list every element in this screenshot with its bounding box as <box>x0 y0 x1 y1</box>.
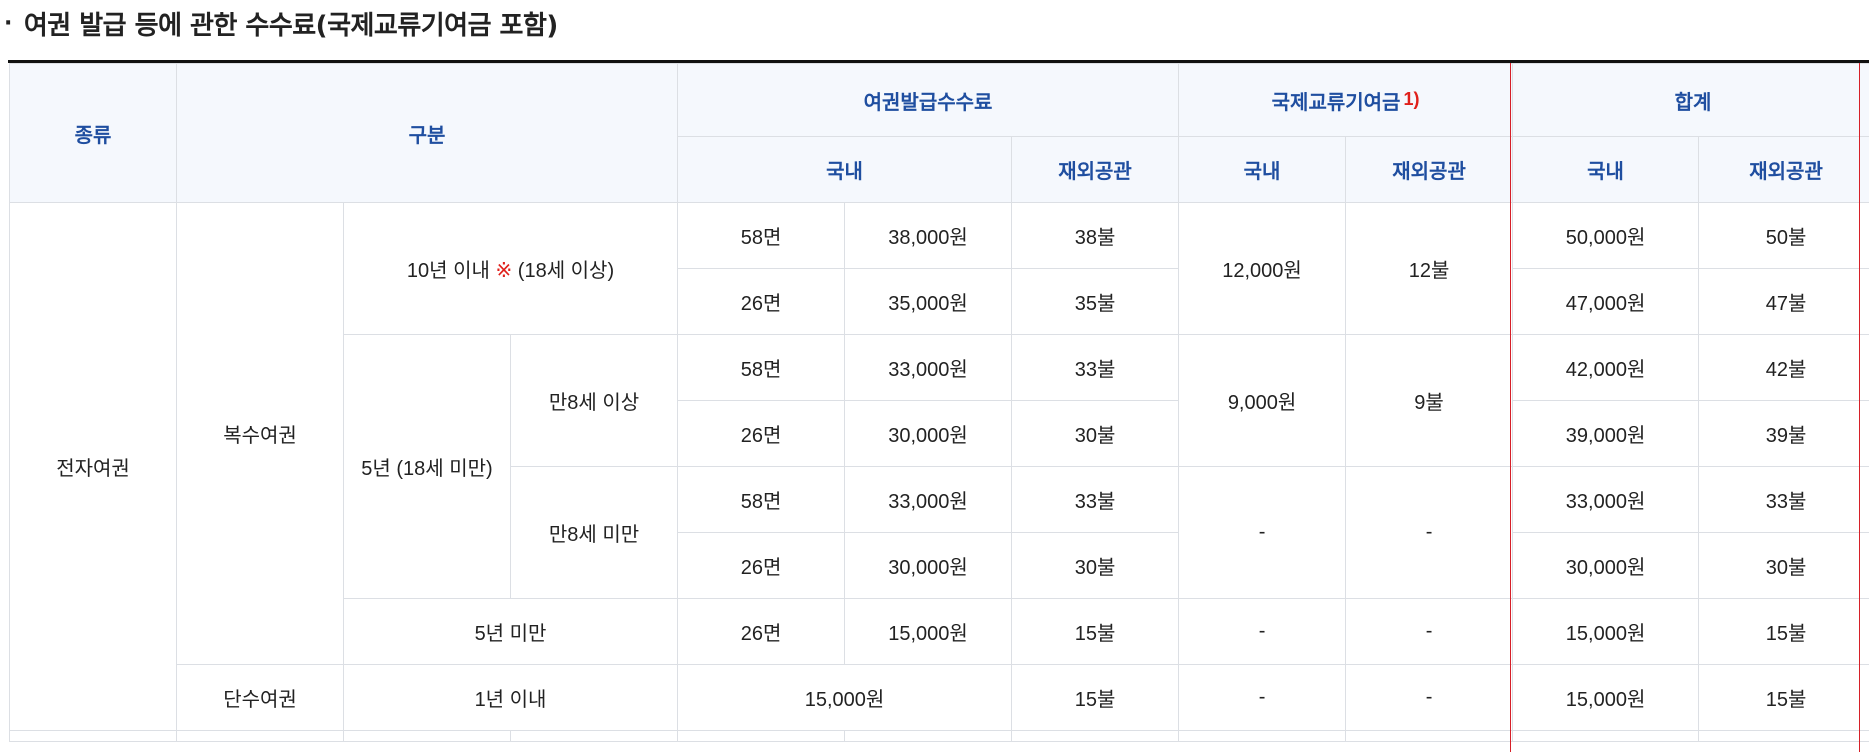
header-type: 종류 <box>9 63 177 203</box>
cell-fee-overseas: 33불 <box>1011 466 1180 533</box>
cell-contrib-domestic: 12,000원 <box>1178 202 1347 335</box>
cell-electronic-passport: 전자여권 <box>9 202 177 731</box>
cell-age8-under: 만8세 미만 <box>509 466 679 599</box>
cell-total-domestic: 50,000원 <box>1512 202 1700 269</box>
header-issuance-fee: 여권발급수수료 <box>677 63 1180 137</box>
table-row: 전자여권 복수여권 10년 이내 ※ (18세 이상) 58면 38,000원 … <box>9 202 1869 731</box>
cell-pages: 26면 <box>677 400 846 467</box>
ten-year-age: (18세 이상) <box>517 260 615 282</box>
section-title-text: 여권 발급 등에 관한 수수료(국제교류기여금 포함) <box>23 10 558 41</box>
cell-fee-domestic: 30,000원 <box>844 400 1013 467</box>
table-row: 5년 미만 26면 15,000원 15불 - - 15,000원 15불 <box>10 598 1869 665</box>
cell-empty <box>677 730 846 742</box>
cell-pages: 58면 <box>677 466 846 533</box>
section-title: · 여권 발급 등에 관한 수수료(국제교류기여금 포함) <box>4 4 558 42</box>
header-total: 합계 <box>1512 63 1869 137</box>
header-total-overseas: 재외공관 <box>1698 136 1869 203</box>
passport-fee-table: 종류 구분 여권발급수수료 국제교류기여금 1) 합계 국내 재외공관 국내 재외… <box>9 63 1869 742</box>
table-row: 만8세 미만 58면 33,000원 33불 - - 33,000원 33불 <box>10 466 1869 599</box>
cell-fee-domestic: 33,000원 <box>844 466 1013 533</box>
cell-total-overseas: 39불 <box>1698 400 1869 467</box>
cell-total-overseas: 15불 <box>1698 664 1869 731</box>
cell-contrib-domestic: - <box>1178 466 1347 599</box>
cell-fee-overseas: 35불 <box>1011 268 1180 335</box>
cell-ten-year: 10년 이내 ※ (18세 이상) <box>342 202 679 335</box>
header-contrib-overseas: 재외공관 <box>1345 136 1514 203</box>
cell-pages: 26면 <box>677 532 846 599</box>
cell-empty <box>1512 730 1700 742</box>
cell-total-overseas: 47불 <box>1698 268 1869 335</box>
cell-fee-domestic: 15,000원 <box>677 664 1013 731</box>
cell-fee-domestic: 38,000원 <box>844 202 1013 269</box>
cell-pages: 58면 <box>677 334 846 401</box>
cell-single-passport: 단수여권 <box>176 664 344 731</box>
bullet: · <box>4 10 12 36</box>
cell-fee-domestic: 30,000원 <box>844 532 1013 599</box>
cell-empty <box>9 730 177 742</box>
cell-fee-overseas: 30불 <box>1011 400 1180 467</box>
cell-empty <box>176 730 344 742</box>
cell-total-domestic: 47,000원 <box>1512 268 1700 335</box>
cell-empty <box>1011 730 1180 742</box>
header-total-domestic: 국내 <box>1512 136 1700 203</box>
cell-pages: 26면 <box>677 268 846 335</box>
cell-fee-domestic: 35,000원 <box>844 268 1013 335</box>
cell-empty <box>844 730 1013 742</box>
header-fee-domestic: 국내 <box>677 136 1013 203</box>
cell-empty <box>343 730 511 742</box>
table-row: 26면 30,000원 30불 39,000원 39불 <box>10 400 1869 467</box>
cell-contrib-domestic: - <box>1178 598 1347 665</box>
header-contribution-label: 국제교류기여금 <box>1271 91 1401 114</box>
cell-empty <box>1345 730 1514 742</box>
cell-pages: 26면 <box>677 598 846 665</box>
ten-year-label: 10년 이내 <box>406 260 490 282</box>
cell-fee-domestic: 15,000원 <box>844 598 1013 665</box>
cell-fee-overseas: 30불 <box>1011 532 1180 599</box>
table-top-border <box>8 60 1869 63</box>
cell-total-domestic: 15,000원 <box>1512 664 1700 731</box>
note-mark: ※ <box>495 260 513 282</box>
cell-total-overseas: 50불 <box>1698 202 1869 269</box>
cell-total-domestic: 42,000원 <box>1512 334 1700 401</box>
cell-empty <box>1698 730 1869 742</box>
cell-empty <box>1178 730 1347 742</box>
table-row: 5년 (18세 미만) 만8세 이상 58면 33,000원 33불 9,000… <box>10 334 1869 599</box>
header-contribution: 국제교류기여금 1) <box>1178 63 1514 137</box>
cell-total-domestic: 15,000원 <box>1512 598 1700 665</box>
cell-fee-domestic: 33,000원 <box>844 334 1013 401</box>
cell-under-five: 5년 미만 <box>342 598 679 665</box>
cell-total-domestic: 33,000원 <box>1512 466 1700 533</box>
cell-fee-overseas: 33불 <box>1011 334 1180 401</box>
cell-contrib-overseas: - <box>1345 466 1514 599</box>
table-row-partial <box>9 730 1869 742</box>
cell-contrib-overseas: 12불 <box>1345 202 1514 335</box>
cell-multiple-passport: 복수여권 <box>176 202 344 665</box>
cell-total-overseas: 33불 <box>1698 466 1869 533</box>
footnote-marker[interactable]: 1) <box>1403 88 1420 109</box>
header-fee-overseas: 재외공관 <box>1011 136 1180 203</box>
cell-contrib-overseas: - <box>1345 598 1514 665</box>
cell-total-overseas: 30불 <box>1698 532 1869 599</box>
cell-fee-overseas: 38불 <box>1011 202 1180 269</box>
cell-contrib-domestic: 9,000원 <box>1178 334 1347 467</box>
cell-total-overseas: 15불 <box>1698 598 1869 665</box>
cell-pages: 58면 <box>677 202 846 269</box>
cell-total-overseas: 42불 <box>1698 334 1869 401</box>
cell-fee-overseas: 15불 <box>1011 664 1180 731</box>
cell-contrib-domestic: - <box>1178 664 1347 731</box>
table-row: 26면 30,000원 30불 30,000원 30불 <box>10 532 1869 599</box>
cell-five-year: 5년 (18세 미만) <box>343 334 511 599</box>
cell-fee-overseas: 15불 <box>1011 598 1180 665</box>
cell-one-year: 1년 이내 <box>342 664 679 731</box>
cell-empty <box>509 730 679 742</box>
cell-total-domestic: 39,000원 <box>1512 400 1700 467</box>
table-row: 단수여권 1년 이내 15,000원 15불 - - 15,000원 15불 <box>10 664 1869 731</box>
header-category: 구분 <box>175 63 679 203</box>
cell-age8-over: 만8세 이상 <box>509 334 679 467</box>
cell-contrib-overseas: - <box>1345 664 1514 731</box>
header-contrib-domestic: 국내 <box>1178 136 1347 203</box>
cell-total-domestic: 30,000원 <box>1512 532 1700 599</box>
cell-contrib-overseas: 9불 <box>1345 334 1514 467</box>
table-row: 26면 35,000원 35불 47,000원 47불 <box>10 268 1869 335</box>
